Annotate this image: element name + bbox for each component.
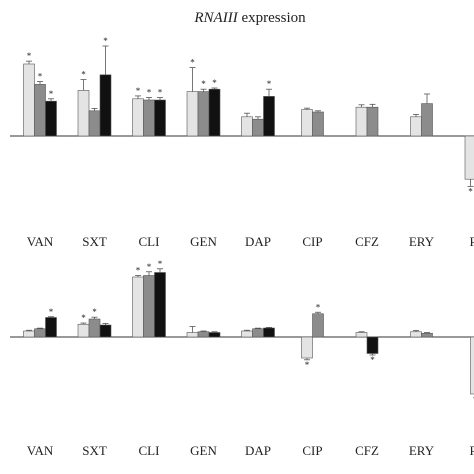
bottom-bar-cfz-s3 [366,336,379,354]
top-significance-cli-s1: * [136,86,141,96]
bottom-bar-ery-s1 [410,331,422,338]
bottom-tick-label-gen: GEN [190,443,217,458]
bottom-bar-dap-s3 [263,327,275,338]
top-significance-ri-s1: * [468,186,473,196]
chart-top-panel: RNAIII expression * * * VAN * * SXT * * * CLI * * * GE… [10,10,474,249]
bottom-tick-label-dap: DAP [245,443,271,458]
bottom-significance-cip-s2: * [316,302,321,312]
top-bar-cli-s1 [132,98,144,137]
bottom-bar-dap-s2 [252,328,264,338]
top-bar-gen-s3 [208,88,221,137]
top-tick-label-van: VAN [27,234,54,249]
bottom-bar-ery-s2 [421,332,433,338]
top-significance-sxt-s3: * [103,36,108,46]
top-significance-sxt-s1: * [81,70,86,80]
bottom-bar-sxt-s2 [88,318,101,338]
top-bar-sxt-s2 [88,110,101,137]
top-tick-label-dap: DAP [245,234,271,249]
bottom-tick-label-cip: CIP [302,443,322,458]
bottom-bar-gen-s1 [186,332,199,338]
top-bar-cli-s3 [154,99,166,137]
top-bar-cip-s2 [312,111,324,137]
chart-title-suffix: expression [238,10,306,26]
bottom-tick-label-ri: RI [470,443,474,458]
top-tick-label-ery: ERY [409,234,435,249]
bottom-bar-sxt-s3 [99,324,112,338]
bottom-significance-cli-s2: * [147,262,152,272]
bottom-tick-label-van: VAN [27,443,54,458]
bottom-bar-sxt-s1 [77,323,90,338]
top-significance-van-s1: * [27,51,32,61]
top-bar-cfz-s2 [366,106,379,137]
top-bar-ery-s1 [410,116,422,137]
top-significance-cli-s2: * [147,88,152,98]
bottom-bar-ri-s1 [470,336,474,395]
top-bar-van-s2 [34,84,46,137]
bottom-significance-van-s3: * [49,307,54,317]
bottom-bar-gen-s2 [197,331,210,338]
bottom-tick-label-ery: ERY [409,443,435,458]
bottom-significance-cli-s3: * [158,259,163,269]
top-tick-label-sxt: SXT [82,234,107,249]
top-bar-van-s1 [23,63,35,137]
top-significance-gen-s3: * [212,78,217,88]
bottom-bar-cli-s2 [143,275,155,338]
top-bar-cfz-s1 [355,106,368,137]
bottom-bar-cli-s3 [154,272,166,338]
bottom-bar-cli-s1 [132,276,144,338]
top-bar-dap-s2 [252,118,264,137]
top-significance-van-s2: * [38,72,43,82]
top-significance-van-s3: * [49,89,54,99]
bottom-bar-van-s1 [23,330,35,338]
top-bar-dap-s1 [241,116,253,137]
top-tick-label-cfz: CFZ [355,234,379,249]
top-bar-gen-s2 [197,91,210,137]
chart-title: RNAIII expression [193,10,306,26]
top-significance-cli-s3: * [158,88,163,98]
bottom-significance-sxt-s2: * [92,307,97,317]
bottom-significance-cfz-s3: * [370,355,375,365]
top-bar-van-s3 [45,100,57,137]
top-significance-gen-s2: * [201,79,206,89]
top-significance-dap-s3: * [267,79,272,89]
top-bar-sxt-s1 [77,90,90,137]
top-tick-label-cip: CIP [302,234,322,249]
bottom-bar-dap-s1 [241,330,253,338]
bottom-bar-cip-s1 [301,336,313,359]
top-tick-label-cli: CLI [139,234,160,249]
top-tick-label-ri: RI [470,234,474,249]
bottom-bar-gen-s3 [208,332,221,338]
top-bar-ri-s1 [464,135,474,180]
top-bar-sxt-s3 [99,74,112,137]
bottom-tick-label-cli: CLI [139,443,160,458]
top-significance-gen-s1: * [190,58,195,68]
top-bar-dap-s3 [263,96,275,137]
bottom-bar-van-s2 [34,328,46,338]
bottom-tick-label-sxt: SXT [82,443,107,458]
chart-title-gene: RNAIII [193,10,238,26]
bottom-bar-cip-s2 [312,313,324,338]
top-bar-gen-s1 [186,91,199,137]
top-bar-ery-s2 [421,103,433,137]
top-bar-cip-s1 [301,109,313,137]
bottom-significance-cip-s1: * [305,360,310,370]
top-tick-label-gen: GEN [190,234,217,249]
bottom-bar-cfz-s1 [355,332,368,338]
bottom-bar-van-s3 [45,317,57,338]
bottom-significance-sxt-s1: * [81,313,86,323]
bottom-significance-cli-s1: * [136,266,141,276]
bottom-tick-label-cfz: CFZ [355,443,379,458]
top-bar-cli-s2 [143,99,155,137]
